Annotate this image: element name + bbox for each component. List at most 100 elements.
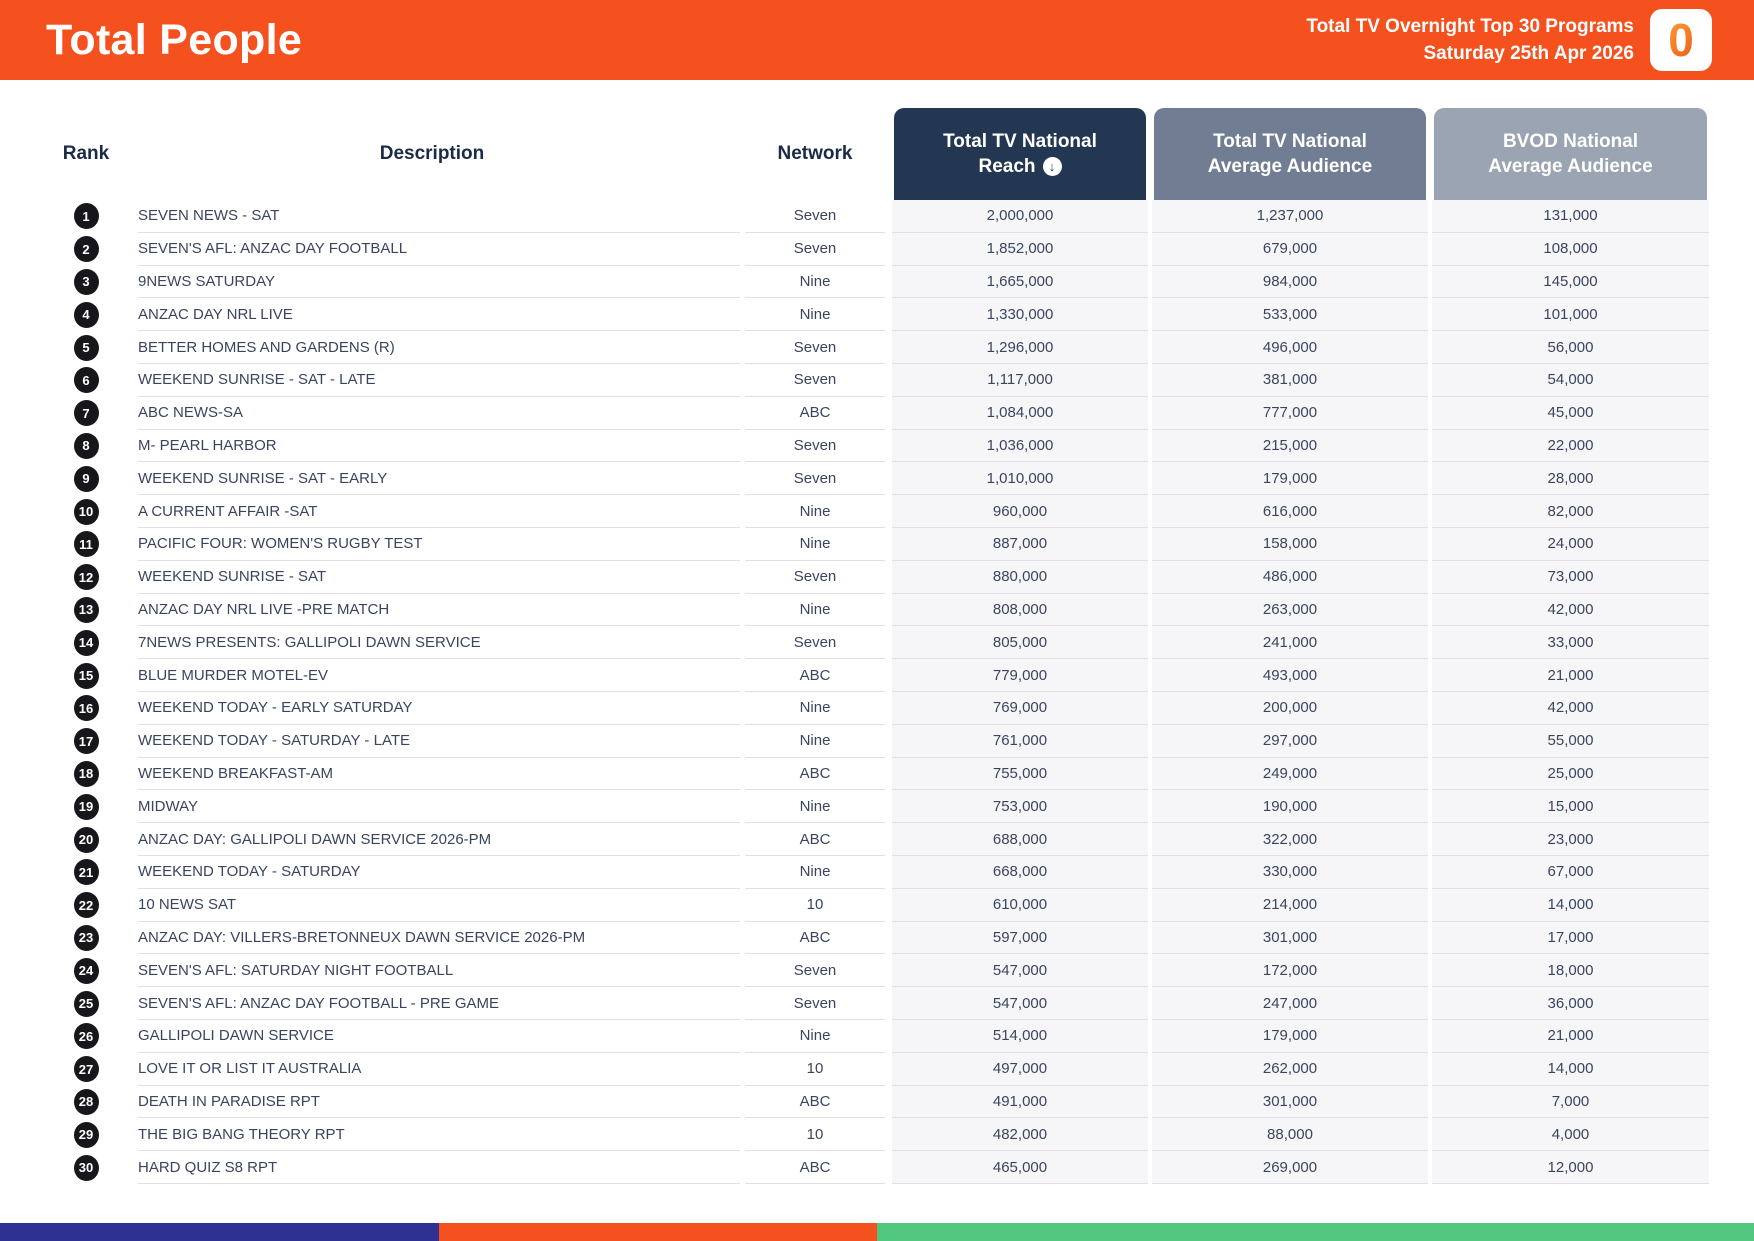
rank-cell: 7 (48, 397, 124, 430)
avg-audience-cell: 1,237,000 (1152, 200, 1428, 233)
reach-cell: 597,000 (892, 921, 1148, 955)
description-cell: HARD QUIZ S8 RPT (138, 1151, 740, 1184)
bvod-audience-cell: 108,000 (1432, 232, 1709, 266)
table-row: 23 ANZAC DAY: VILLERS-BRETONNEUX DAWN SE… (48, 921, 1711, 955)
reach-column-header[interactable]: Total TV National Reach ↓ (894, 108, 1146, 200)
network-cell: 10 (745, 1053, 885, 1086)
rank-cell: 11 (48, 528, 124, 561)
network-cell: Nine (745, 790, 885, 824)
avg-audience-cell: 533,000 (1152, 298, 1428, 332)
rank-number: 7 (82, 405, 90, 421)
network-cell: ABC (745, 1086, 885, 1119)
network-cell: Seven (745, 331, 885, 364)
avg-audience-cell: 263,000 (1152, 593, 1428, 627)
description-cell: 9NEWS SATURDAY (138, 266, 740, 299)
rank-number: 21 (78, 864, 94, 880)
rank-badge: 22 (73, 892, 99, 919)
rank-cell: 23 (48, 922, 124, 955)
rank-badge: 5 (73, 334, 99, 361)
bvod-audience-cell: 24,000 (1432, 527, 1709, 561)
rank-number: 11 (79, 536, 93, 552)
table-header-row: Rank Description Network Total TV Nation… (48, 108, 1711, 200)
reach-cell: 465,000 (892, 1151, 1148, 1184)
rank-cell: 2 (48, 233, 124, 266)
network-cell: Nine (745, 692, 885, 725)
reach-cell: 1,117,000 (892, 363, 1148, 397)
table-row: 22 10 NEWS SAT 10 610,000 214,000 14,000 (48, 888, 1711, 922)
table-row: 24 SEVEN'S AFL: SATURDAY NIGHT FOOTBALL … (48, 954, 1711, 988)
rank-number: 17 (78, 733, 94, 749)
header-description-label: Description (379, 143, 485, 164)
reach-cell: 805,000 (892, 626, 1148, 660)
report-title: Total TV Overnight Top 30 Programs (1306, 16, 1634, 37)
reach-cell: 960,000 (892, 495, 1148, 528)
rank-number: 6 (82, 372, 90, 388)
rank-cell: 10 (48, 495, 124, 528)
table-row: 2 SEVEN'S AFL: ANZAC DAY FOOTBALL Seven … (48, 232, 1711, 266)
rank-number: 3 (82, 274, 90, 290)
bvod-audience-cell: 36,000 (1432, 987, 1709, 1020)
rank-badge: 1 (73, 203, 99, 230)
network-cell: Seven (745, 430, 885, 463)
bvod-audience-cell: 22,000 (1432, 429, 1709, 463)
table-row: 26 GALLIPOLI DAWN SERVICE Nine 514,000 1… (48, 1019, 1711, 1053)
rank-number: 8 (82, 438, 90, 454)
avg-audience-cell: 381,000 (1152, 363, 1428, 397)
avg-audience-cell: 777,000 (1152, 396, 1428, 430)
rank-badge: 4 (73, 301, 99, 328)
avg-audience-cell: 297,000 (1152, 724, 1428, 758)
avg-audience-cell: 190,000 (1152, 790, 1428, 824)
rank-badge: 13 (73, 596, 99, 623)
bvod-audience-cell: 12,000 (1432, 1151, 1709, 1184)
avg-audience-column-header[interactable]: Total TV National Average Audience (1154, 108, 1426, 200)
avg-audience-cell: 214,000 (1152, 888, 1428, 922)
avg-audience-cell: 322,000 (1152, 823, 1428, 856)
bvod-audience-cell: 17,000 (1432, 921, 1709, 955)
avg-audience-cell: 247,000 (1152, 987, 1428, 1020)
rank-cell: 20 (48, 823, 124, 856)
bvod-audience-cell: 101,000 (1432, 298, 1709, 332)
description-cell: ABC NEWS-SA (138, 397, 740, 430)
table-row: 18 WEEKEND BREAKFAST-AM ABC 755,000 249,… (48, 757, 1711, 791)
description-cell: 10 NEWS SAT (138, 889, 740, 922)
description-cell: A CURRENT AFFAIR -SAT (138, 495, 740, 528)
description-cell: SEVEN'S AFL: ANZAC DAY FOOTBALL (138, 233, 740, 266)
table-row: 28 DEATH IN PARADISE RPT ABC 491,000 301… (48, 1085, 1711, 1119)
table-row: 4 ANZAC DAY NRL LIVE Nine 1,330,000 533,… (48, 298, 1711, 332)
description-cell: PACIFIC FOUR: WOMEN'S RUGBY TEST (138, 528, 740, 561)
avg-audience-cell: 179,000 (1152, 1019, 1428, 1053)
table-row: 3 9NEWS SATURDAY Nine 1,665,000 984,000 … (48, 265, 1711, 299)
description-cell: DEATH IN PARADISE RPT (138, 1086, 740, 1119)
bvod-column-header[interactable]: BVOD National Average Audience (1434, 108, 1707, 200)
avg-audience-cell: 493,000 (1152, 659, 1428, 692)
avg-audience-cell: 984,000 (1152, 265, 1428, 299)
avg-audience-cell: 269,000 (1152, 1151, 1428, 1184)
bvod-audience-cell: 14,000 (1432, 888, 1709, 922)
reach-cell: 1,665,000 (892, 265, 1148, 299)
rank-cell: 12 (48, 561, 124, 594)
bvod-audience-cell: 45,000 (1432, 396, 1709, 430)
bvod-audience-cell: 55,000 (1432, 724, 1709, 758)
rank-badge: 21 (73, 859, 99, 886)
network-cell: ABC (745, 659, 885, 692)
table-row: 8 M- PEARL HARBOR Seven 1,036,000 215,00… (48, 429, 1711, 463)
rank-cell: 29 (48, 1118, 124, 1151)
bvod-audience-cell: 23,000 (1432, 823, 1709, 856)
description-cell: SEVEN'S AFL: SATURDAY NIGHT FOOTBALL (138, 954, 740, 988)
rank-badge: 7 (73, 400, 99, 427)
bvod-audience-cell: 4,000 (1432, 1118, 1709, 1152)
rank-badge: 14 (73, 629, 99, 656)
description-cell: ANZAC DAY NRL LIVE -PRE MATCH (138, 594, 740, 627)
table-row: 9 WEEKEND SUNRISE - SAT - EARLY Seven 1,… (48, 462, 1711, 496)
rank-cell: 27 (48, 1053, 124, 1086)
oztam-logo: 0 (1650, 9, 1712, 71)
bvod-audience-cell: 56,000 (1432, 331, 1709, 364)
reach-cell: 547,000 (892, 954, 1148, 988)
reach-cell: 1,852,000 (892, 232, 1148, 266)
network-cell: ABC (745, 758, 885, 791)
rank-number: 23 (78, 930, 94, 946)
rank-number: 22 (78, 897, 94, 913)
logo-zero-glyph: 0 (1668, 14, 1694, 66)
reach-cell: 808,000 (892, 593, 1148, 627)
description-cell: LOVE IT OR LIST IT AUSTRALIA (138, 1053, 740, 1086)
